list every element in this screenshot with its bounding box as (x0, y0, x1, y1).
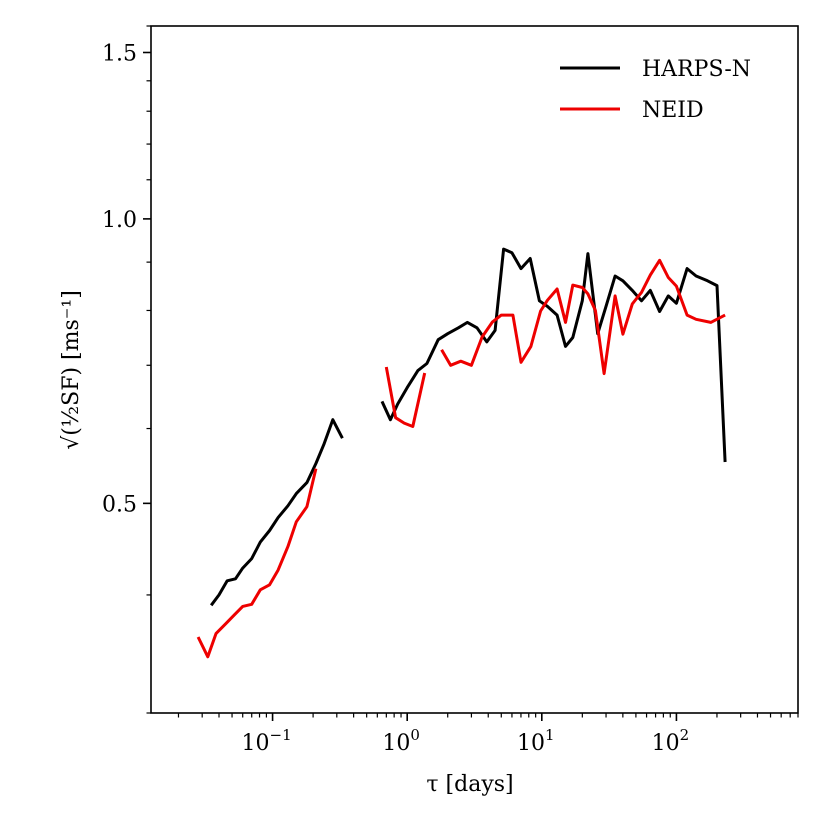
legend-label-neid: NEID (642, 98, 704, 123)
ticks-layer: 10−1 100 101 102 0.5 1.0 1.5 (102, 25, 799, 756)
x-tick-label: 10−1 (242, 726, 292, 756)
series-line-harps-n-segment-1 (210, 418, 344, 607)
legend-label-harps-n: HARPS-N (642, 57, 751, 82)
series-line-harps-n-segment-2 (380, 247, 727, 463)
svg-text:√(½SF) [ms⁻¹]: √(½SF) [ms⁻¹] (59, 290, 84, 450)
series-layer (196, 247, 727, 659)
x-axis-label: τ [days] (426, 772, 513, 797)
x-tick-label: 102 (652, 726, 690, 756)
y-tick-label: 1.0 (102, 208, 137, 233)
y-tick-label: 0.5 (102, 492, 137, 517)
x-tick-label: 100 (382, 726, 420, 756)
plot-frame (150, 25, 799, 714)
y-tick-label: 1.5 (102, 41, 137, 66)
y-axis-label: √(½SF) [ms⁻¹] (59, 290, 84, 450)
series-line-neid-segment-2 (384, 366, 427, 428)
series-line-neid-segment-3 (440, 258, 726, 376)
legend: HARPS-N NEID (560, 57, 751, 123)
series-line-neid-segment-1 (196, 468, 318, 659)
x-tick-label: 101 (517, 726, 555, 756)
